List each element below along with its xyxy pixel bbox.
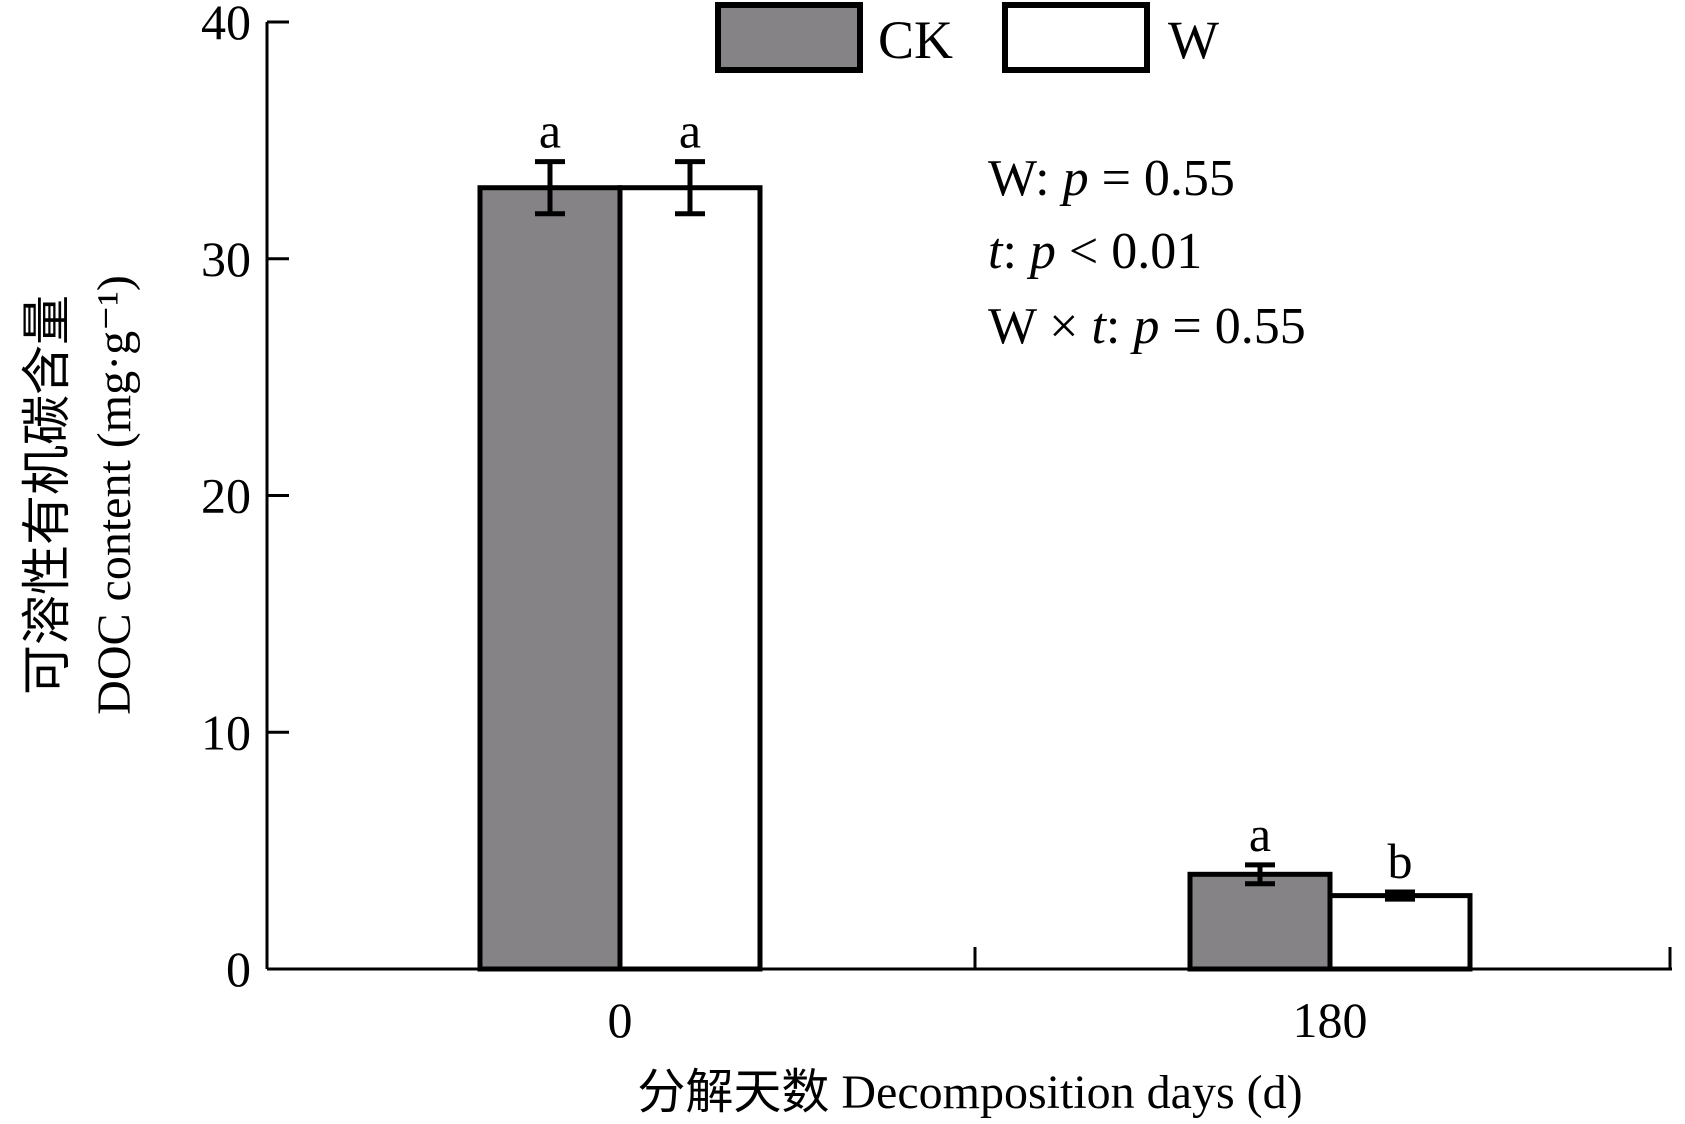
legend: CK W — [715, 2, 1219, 73]
bar — [477, 185, 623, 972]
x-tick-label: 0 — [608, 992, 633, 1048]
legend-swatch — [715, 2, 863, 73]
stats-line: W × t: p = 0.55 — [988, 298, 1306, 355]
y-axis-title-chinese: 可溶性有机碳含量 — [19, 295, 75, 695]
x-tick-label: 180 — [1293, 992, 1368, 1048]
significance-letter: b — [1388, 833, 1413, 889]
y-ticks-layer: 0 10 20 30 40 — [201, 0, 289, 997]
significance-letter: a — [1249, 806, 1271, 862]
y-axis-title-english: DOC content (mg·g⁻¹) — [88, 275, 141, 715]
significance-letter: a — [679, 103, 701, 159]
stats-line: t: p < 0.01 — [988, 223, 1202, 280]
y-tick-label: 20 — [201, 468, 251, 524]
stats-annotation: W: p = 0.55 t: p < 0.01 W × t: p = 0.55 — [988, 150, 1306, 355]
legend-label: CK — [878, 10, 953, 70]
legend-swatch — [1002, 2, 1150, 73]
y-tick-label: 30 — [201, 231, 251, 287]
significance-letter: a — [539, 103, 561, 159]
stats-line: W: p = 0.55 — [988, 150, 1235, 207]
bar — [1187, 871, 1333, 972]
bar — [617, 185, 763, 972]
bar — [1327, 893, 1473, 972]
y-tick-label: 10 — [201, 704, 251, 760]
bars-layer: a a a b — [477, 103, 1473, 972]
x-ticks-layer: 0 180 — [608, 992, 1368, 1048]
y-tick-label: 0 — [226, 941, 251, 997]
y-tick-label: 40 — [201, 0, 251, 50]
x-axis-title: 分解天数 Decomposition days (d) — [637, 1066, 1302, 1119]
legend-label: W — [1168, 10, 1219, 70]
